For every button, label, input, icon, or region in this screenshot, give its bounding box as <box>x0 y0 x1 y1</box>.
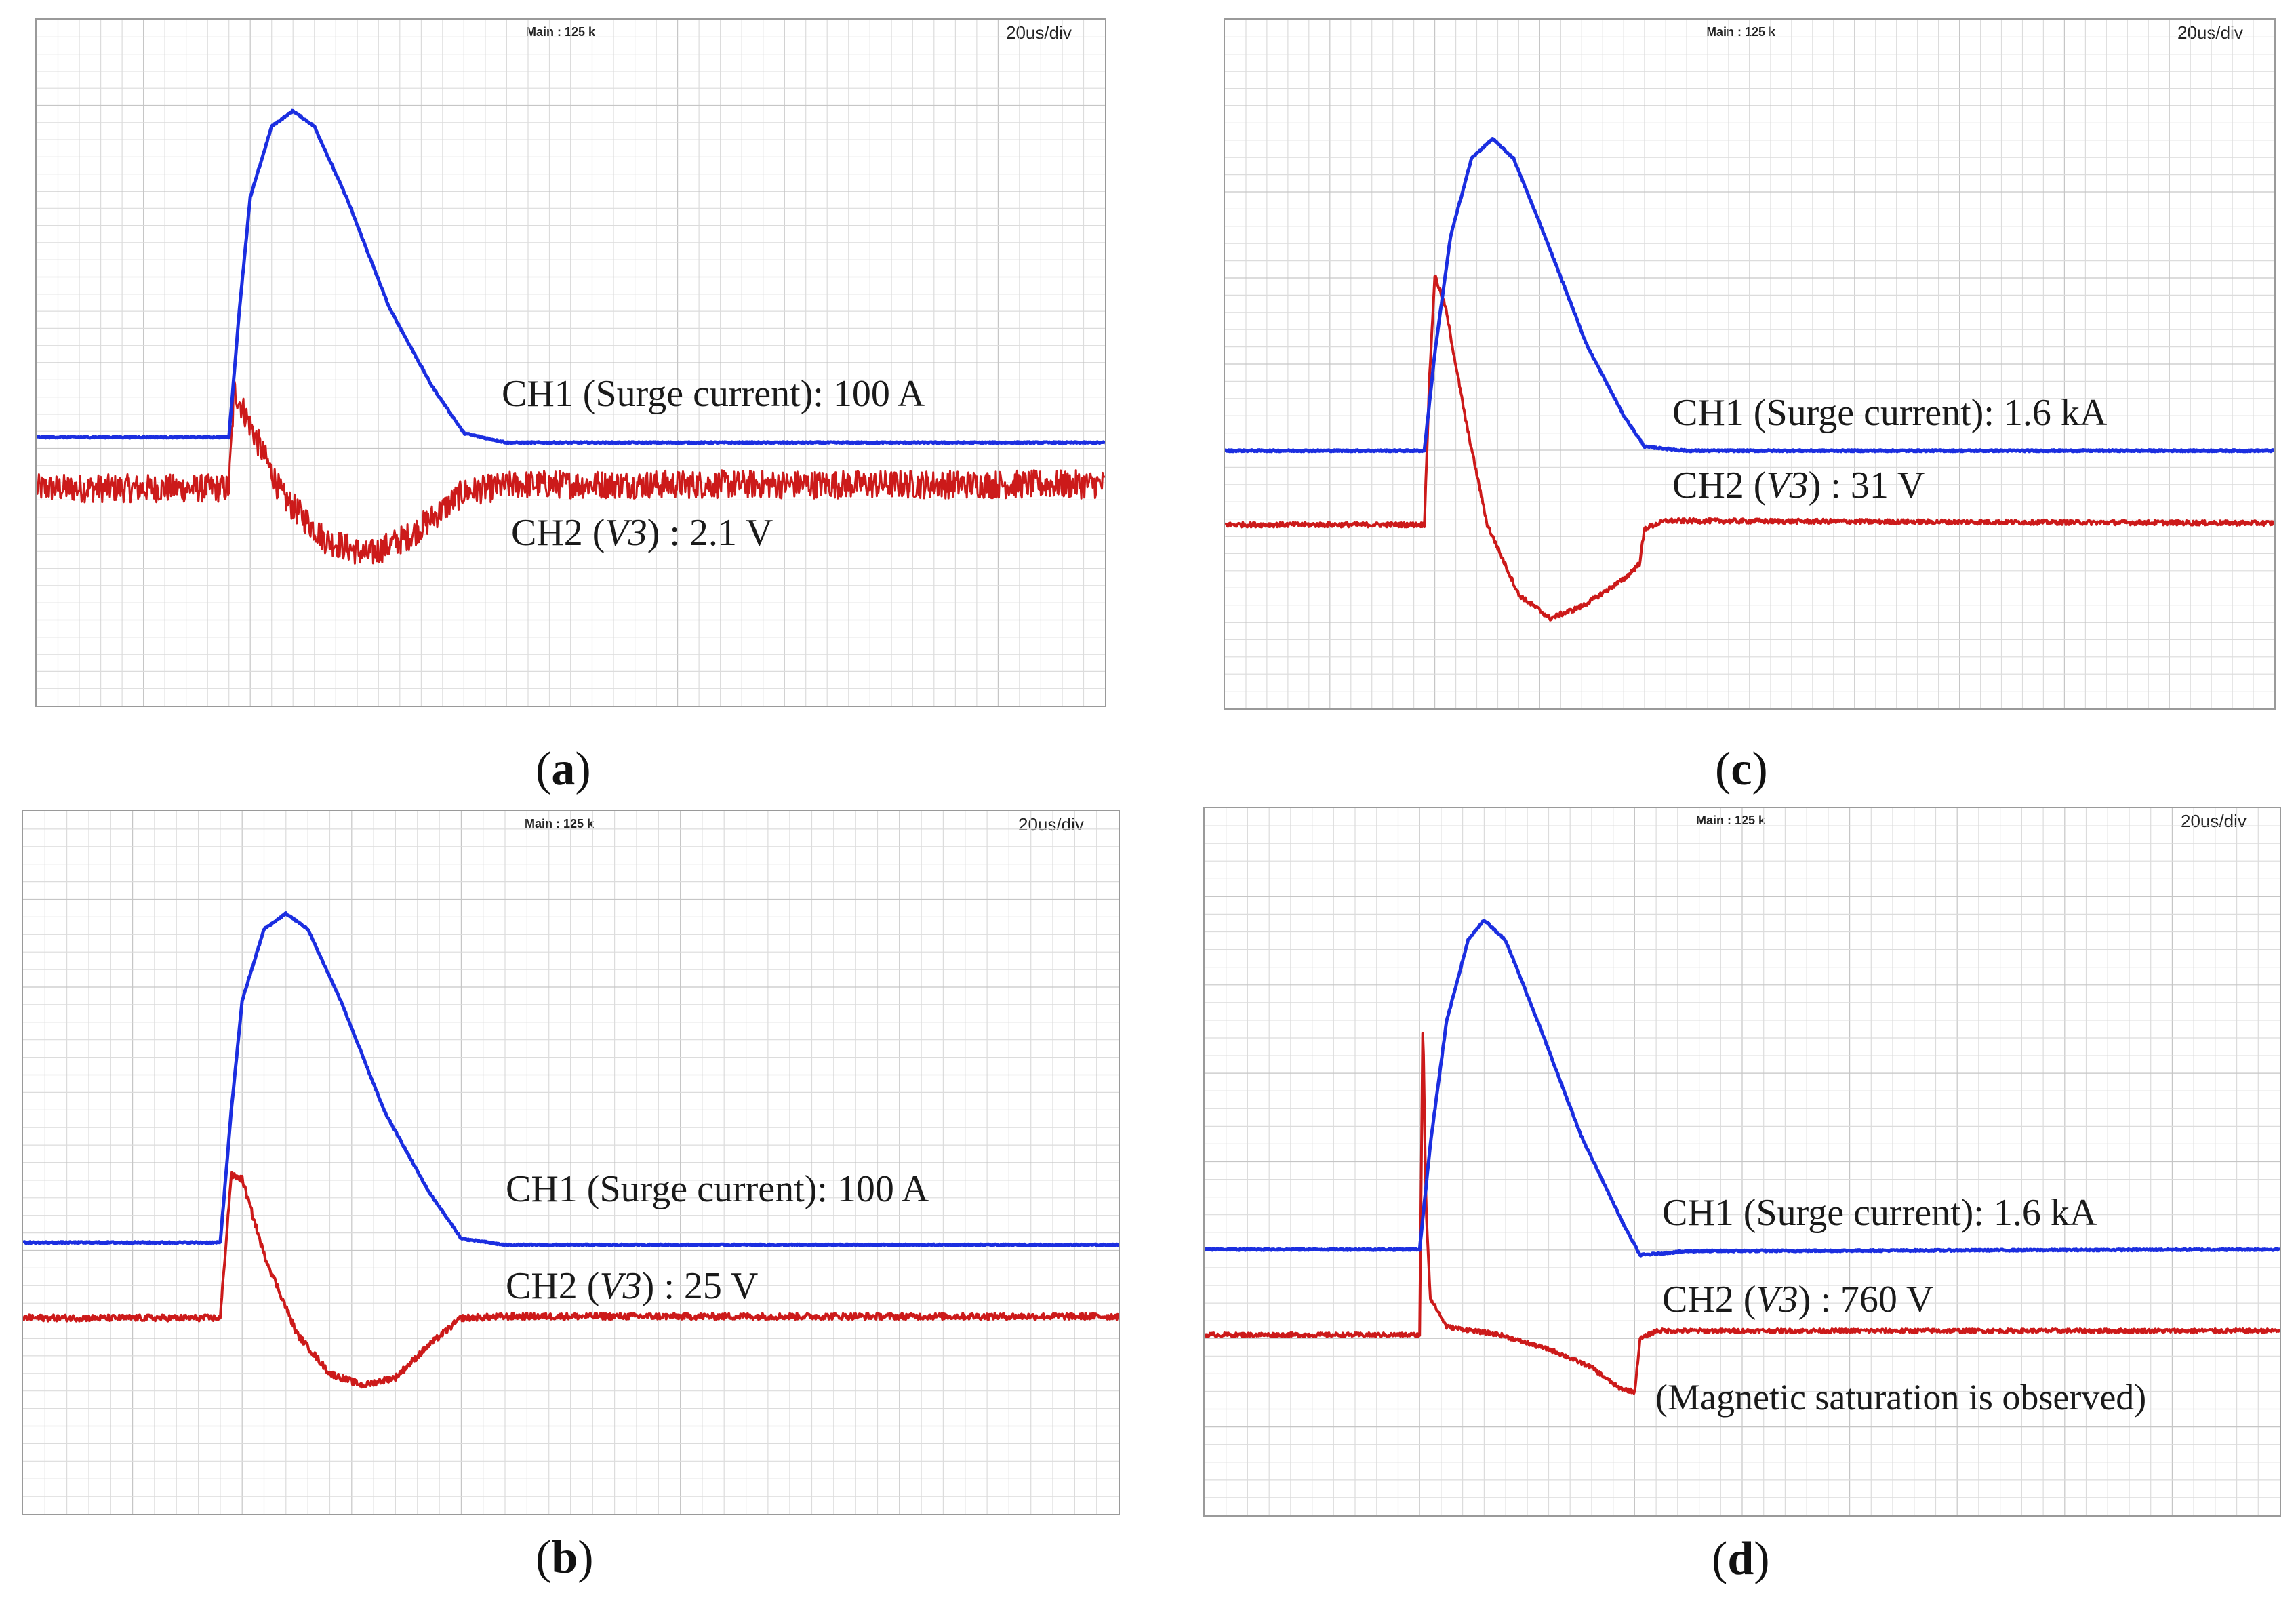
scope-panel-c: Main : 125 k 20us/div CH1 (Surge current… <box>1224 18 2276 710</box>
ch2-label: CH2 (V3) : 31 V <box>1672 464 1925 507</box>
ch2-label-prefix: CH2 ( <box>1662 1279 1756 1321</box>
ch2-label-prefix: CH2 ( <box>1672 464 1767 506</box>
ch2-label: CH2 (V3) : 25 V <box>506 1264 758 1308</box>
plot-b <box>23 811 1119 1514</box>
ch2-label: CH2 (V3) : 760 V <box>1662 1278 1933 1321</box>
ch2-label-prefix: CH2 ( <box>506 1265 600 1307</box>
scope-main-readout: Main : 125 k <box>1706 25 1776 39</box>
ch2-label-suffix: ) : 31 V <box>1808 464 1925 506</box>
caption-d: (d) <box>1712 1533 1770 1585</box>
caption-letter: b <box>551 1531 578 1584</box>
plot-d <box>1205 808 2280 1515</box>
ch2-label-suffix: ) : 25 V <box>641 1265 759 1307</box>
caption-b: (b) <box>536 1531 594 1584</box>
caption-letter: a <box>551 743 576 795</box>
caption-a: (a) <box>536 743 591 795</box>
saturation-note: (Magnetic saturation is observed) <box>1655 1377 2147 1418</box>
caption-c: (c) <box>1715 743 1768 795</box>
ch2-label: CH2 (V3) : 2.1 V <box>511 511 773 555</box>
grid <box>23 811 1119 1514</box>
ch2-label-prefix: CH2 ( <box>511 512 605 554</box>
ch2-label-suffix: ) : 2.1 V <box>647 512 773 554</box>
scope-main-readout: Main : 125 k <box>525 817 595 830</box>
ch1-trace <box>23 911 1119 1247</box>
ch2-label-var: V3 <box>599 1265 642 1307</box>
ch2-trace <box>1225 275 2274 622</box>
scope-main-readout: Main : 125 k <box>526 25 596 39</box>
ch1-label: CH1 (Surge current): 100 A <box>506 1168 929 1210</box>
ch2-label-var: V3 <box>605 512 647 554</box>
ch1-trace <box>37 108 1105 445</box>
ch1-label: CH1 (Surge current): 100 A <box>502 373 925 415</box>
ch2-label-var: V3 <box>1756 1279 1798 1321</box>
scope-main-readout: Main : 125 k <box>1696 814 1766 827</box>
ch1-trace <box>1225 137 2274 454</box>
plot-a <box>37 20 1105 706</box>
ch2-trace <box>23 1171 1119 1389</box>
scope-timebase: 20us/div <box>2181 811 2247 831</box>
ch1-label: CH1 (Surge current): 1.6 kA <box>1672 392 2108 434</box>
scope-panel-a: Main : 125 k 20us/div CH1 (Surge current… <box>35 18 1106 707</box>
grid <box>1205 808 2280 1515</box>
ch2-trace <box>37 380 1105 565</box>
scope-timebase: 20us/div <box>1018 814 1084 835</box>
grid <box>37 20 1105 706</box>
ch1-trace <box>1205 919 2280 1258</box>
caption-letter: c <box>1731 743 1752 795</box>
plot-c <box>1225 20 2274 708</box>
scope-panel-b: Main : 125 k 20us/div CH1 (Surge current… <box>22 810 1120 1515</box>
ch2-trace <box>1205 1032 2280 1395</box>
caption-letter: d <box>1727 1533 1754 1585</box>
scope-panel-d: Main : 125 k 20us/div CH1 (Surge current… <box>1203 807 2281 1517</box>
grid <box>1225 20 2274 708</box>
scope-timebase: 20us/div <box>1006 22 1072 43</box>
ch1-label: CH1 (Surge current): 1.6 kA <box>1662 1192 2097 1234</box>
ch2-label-suffix: ) : 760 V <box>1798 1279 1934 1321</box>
ch2-label-var: V3 <box>1766 464 1809 506</box>
